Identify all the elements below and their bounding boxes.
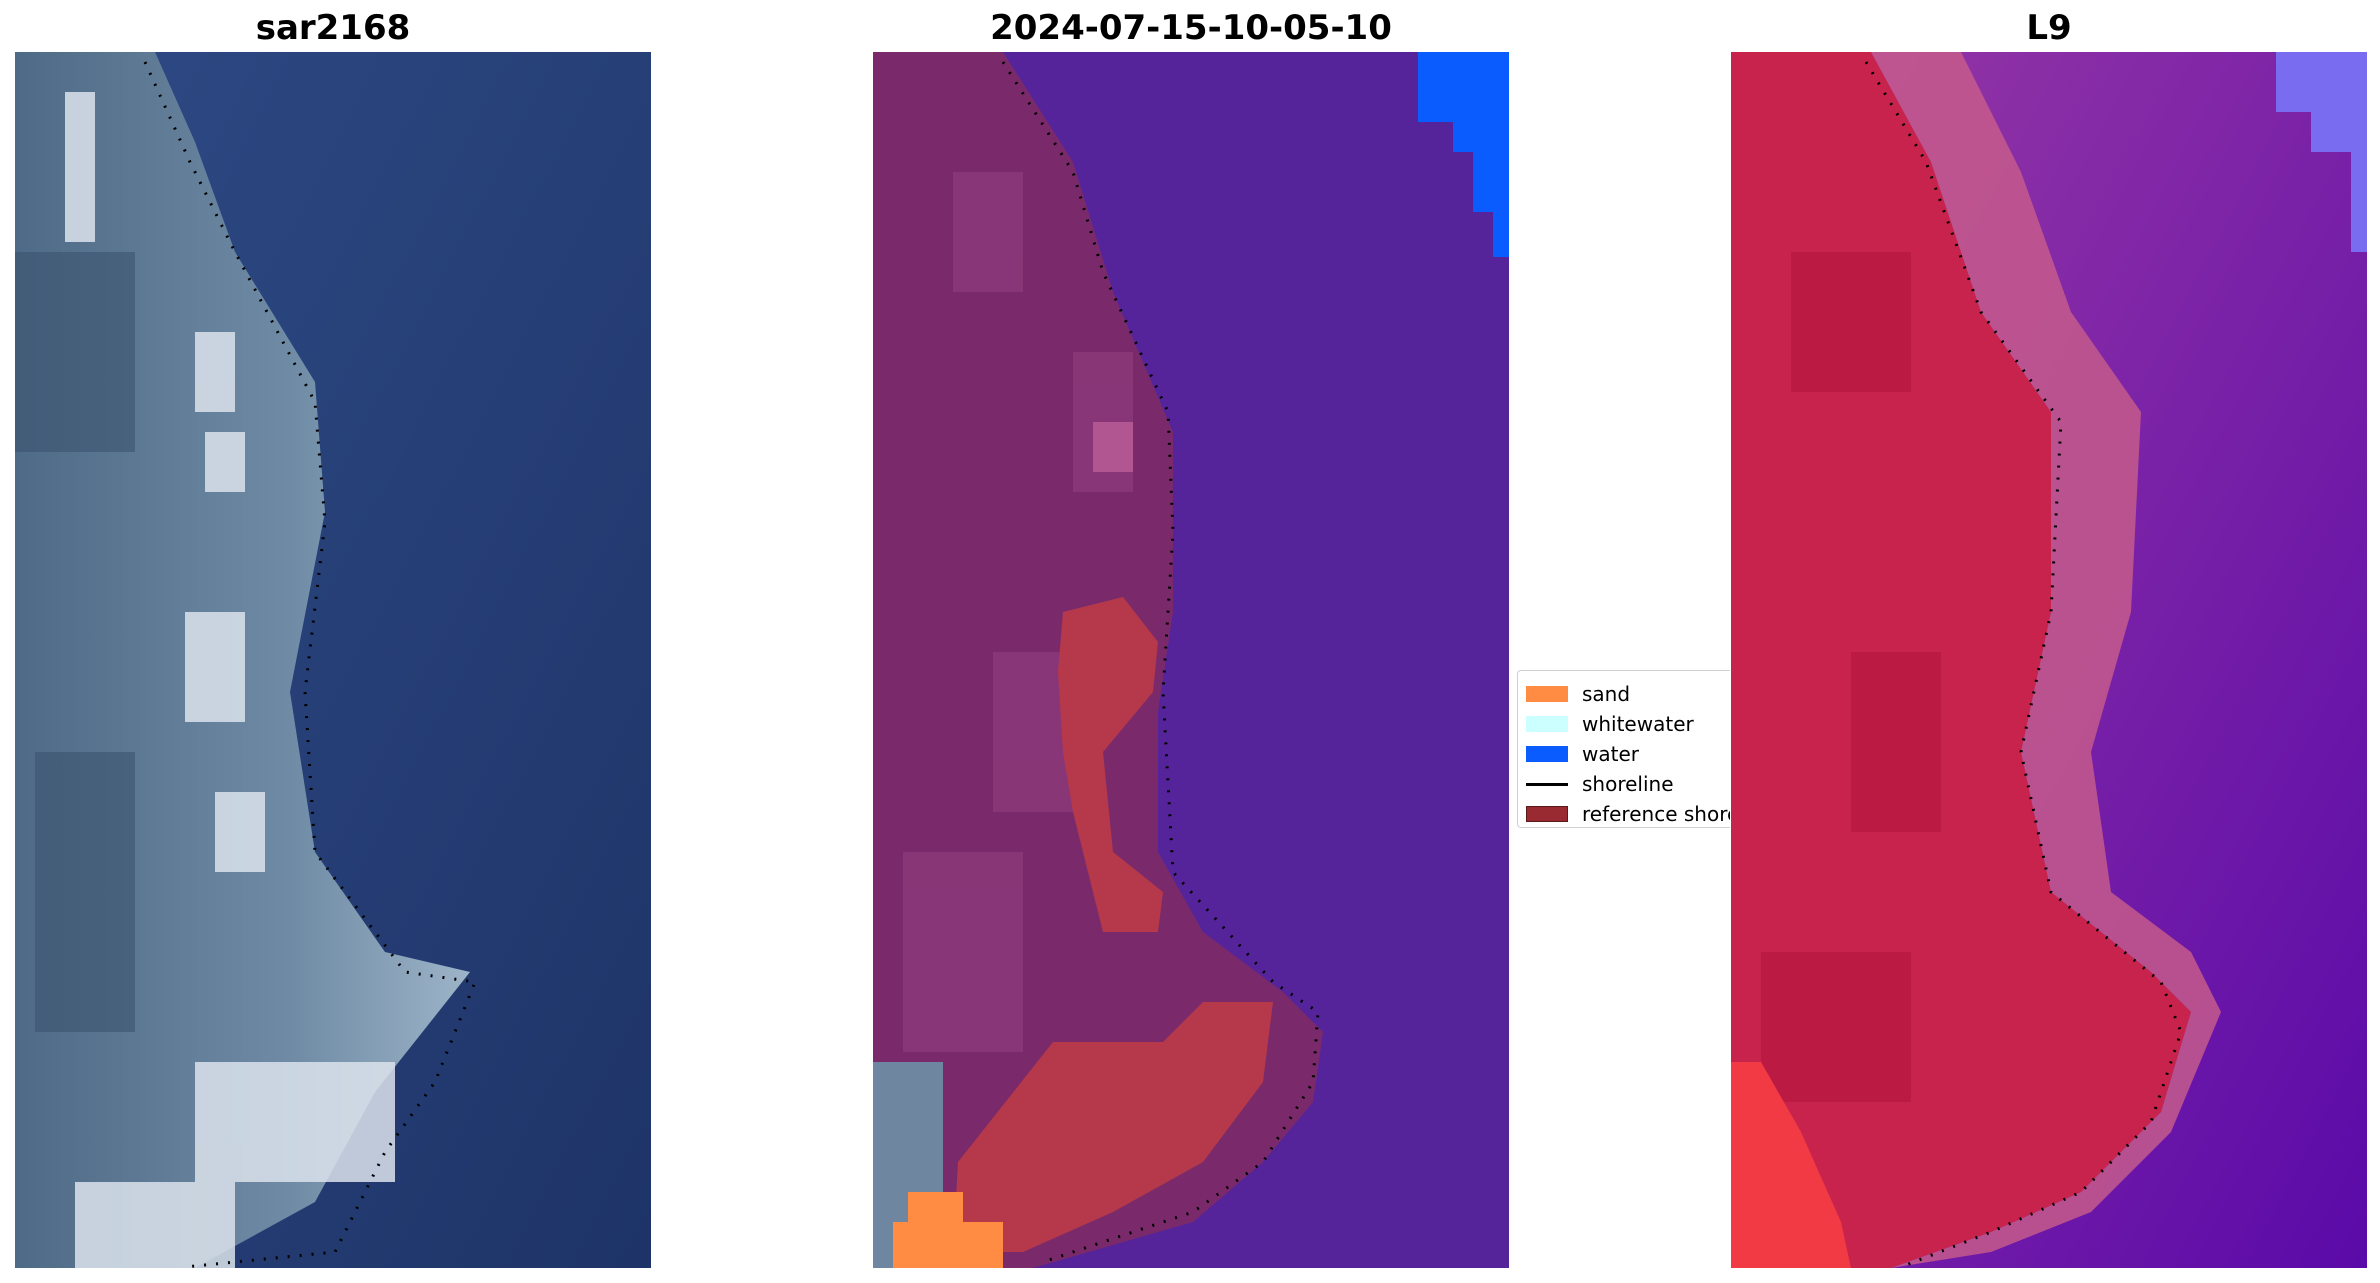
legend-item-water: water [1526, 742, 1639, 766]
legend-label: whitewater [1582, 712, 1694, 736]
classified-image [873, 52, 1509, 1268]
legend-label: shoreline [1582, 772, 1674, 796]
legend: sand whitewater water shoreline referenc… [1517, 670, 1730, 828]
legend-label: water [1582, 742, 1639, 766]
sand-swatch [1526, 686, 1568, 702]
whitewater-swatch [1526, 716, 1568, 732]
legend-item-shoreline: shoreline [1526, 772, 1674, 796]
index-image [1731, 52, 2367, 1268]
legend-label: sand [1582, 682, 1631, 706]
legend-label: reference shoreline [1582, 802, 1730, 826]
panel-title: L9 [2026, 8, 2072, 48]
panel-title: 2024-07-15-10-05-10 [990, 8, 1392, 48]
panel-title: sar2168 [255, 8, 411, 48]
legend-item-reference-shoreline: reference shoreline [1526, 802, 1730, 826]
rgb-satellite-image [15, 52, 651, 1268]
legend-item-whitewater: whitewater [1526, 712, 1694, 736]
water-swatch [1526, 746, 1568, 762]
reference-shoreline-swatch [1526, 806, 1568, 822]
legend-item-sand: sand [1526, 682, 1630, 706]
shoreline-line-swatch [1526, 782, 1568, 786]
